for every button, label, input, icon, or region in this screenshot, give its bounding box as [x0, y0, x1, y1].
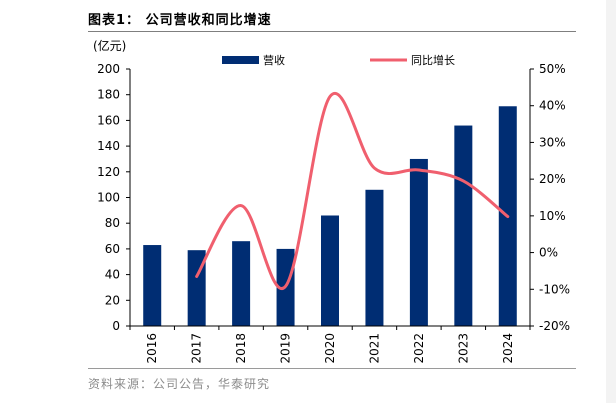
left-axis-ticks: 0 20 40 60 80 100 120 140 160 180 200: [97, 62, 130, 333]
bar-2023: [454, 125, 473, 326]
source-divider: [88, 368, 576, 369]
y-axis-unit-label: (亿元): [93, 39, 127, 53]
bar-2016: [143, 245, 162, 326]
x-tick-label: 2024: [501, 333, 515, 364]
x-tick-label: 2022: [412, 333, 426, 364]
left-tick-label: 40: [105, 268, 120, 282]
right-tick-label: -20%: [539, 319, 570, 333]
left-tick-label: 20: [105, 293, 120, 307]
figure-title: 图表1： 公司营收和同比增速: [88, 13, 272, 28]
left-tick-label: 160: [97, 113, 120, 127]
left-tick-label: 0: [112, 319, 120, 333]
x-axis-ticks: 2016 2017 2018 2019 2020 2021 2022 2023 2024: [129, 326, 531, 364]
legend-label-revenue: 营收: [263, 53, 285, 67]
right-tick-label: 10%: [539, 209, 566, 223]
source-note: 资料来源：公司公告，华泰研究: [88, 377, 271, 391]
x-tick-label: 2021: [367, 333, 381, 364]
right-axis-ticks: -20% -10% 0% 10% 20% 30% 40% 50%: [530, 62, 570, 333]
bar-2022: [409, 158, 428, 326]
x-tick-label: 2016: [145, 333, 159, 364]
bar-2020: [321, 215, 339, 326]
left-tick-label: 80: [105, 216, 120, 230]
left-tick-label: 200: [97, 62, 120, 76]
right-tick-label: 50%: [539, 62, 566, 76]
left-tick-label: 120: [97, 165, 120, 179]
x-tick-label: 2019: [279, 333, 293, 364]
legend-label-growth: 同比增长: [411, 53, 455, 67]
right-tick-label: 30%: [539, 135, 566, 149]
left-tick-label: 140: [97, 139, 120, 153]
right-tick-label: -10%: [539, 282, 570, 296]
left-tick-label: 180: [97, 88, 120, 102]
growth-line: [195, 92, 510, 291]
left-tick-label: 100: [97, 191, 120, 205]
page-edge-strip: [606, 0, 616, 403]
left-tick-label: 60: [105, 242, 120, 256]
title-divider: [88, 31, 576, 32]
x-tick-label: 2023: [456, 333, 470, 364]
bar-2018: [232, 241, 251, 326]
x-tick-label: 2018: [234, 333, 248, 364]
right-tick-label: 0%: [539, 246, 558, 260]
right-tick-label: 40%: [539, 99, 566, 113]
x-tick-label: 2017: [190, 333, 204, 364]
bar-2021: [365, 189, 384, 326]
right-tick-label: 20%: [539, 172, 566, 186]
legend: 营收 同比增长: [222, 53, 455, 67]
x-tick-label: 2020: [323, 333, 337, 364]
bars-layer: [143, 106, 517, 326]
legend-swatch-revenue: [222, 56, 259, 64]
